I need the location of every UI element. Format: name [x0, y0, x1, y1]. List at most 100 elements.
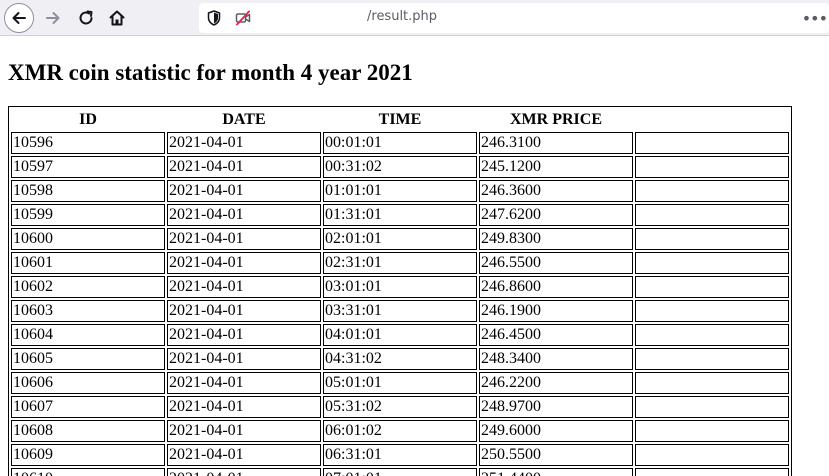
address-bar[interactable]: /result.php •••	[199, 3, 829, 33]
table-row: 10605 2021-04-01 04:31:02 248.3400	[11, 348, 789, 370]
cell-time: 01:01:01	[323, 180, 477, 202]
cell-time: 06:01:02	[323, 420, 477, 442]
cell-xmr-price: 249.8300	[479, 228, 633, 250]
cell-id: 10603	[11, 300, 165, 322]
cell-date: 2021-04-01	[167, 468, 321, 476]
cell-empty	[635, 396, 789, 418]
table-row: 10608 2021-04-01 06:01:02 249.6000	[11, 420, 789, 442]
column-header-time: TIME	[378, 111, 422, 128]
cell-time: 07:01:01	[323, 468, 477, 476]
cell-time: 06:31:01	[323, 444, 477, 466]
column-header-empty	[635, 109, 789, 130]
cell-date: 2021-04-01	[167, 204, 321, 226]
cell-time: 00:01:01	[323, 132, 477, 154]
cell-xmr-price: 246.2200	[479, 372, 633, 394]
table-row: 10602 2021-04-01 03:01:01 246.8600	[11, 276, 789, 298]
cell-time: 02:31:01	[323, 252, 477, 274]
cell-id: 10610	[11, 468, 165, 476]
cell-id: 10601	[11, 252, 165, 274]
cell-xmr-price: 246.4500	[479, 324, 633, 346]
cell-date: 2021-04-01	[167, 276, 321, 298]
cell-date: 2021-04-01	[167, 420, 321, 442]
cell-xmr-price: 247.6200	[479, 204, 633, 226]
cell-empty	[635, 324, 789, 346]
reload-button[interactable]	[71, 3, 101, 33]
cell-date: 2021-04-01	[167, 300, 321, 322]
home-button[interactable]	[102, 3, 132, 33]
cell-time: 02:01:01	[323, 228, 477, 250]
cell-date: 2021-04-01	[167, 180, 321, 202]
cell-empty	[635, 444, 789, 466]
cell-id: 10597	[11, 156, 165, 178]
cell-time: 03:01:01	[323, 276, 477, 298]
column-header-xmr-price: XMR PRICE	[510, 111, 602, 128]
cell-xmr-price: 246.1900	[479, 300, 633, 322]
cell-xmr-price: 245.1200	[479, 156, 633, 178]
cell-empty	[635, 276, 789, 298]
cell-empty	[635, 228, 789, 250]
cell-date: 2021-04-01	[167, 324, 321, 346]
cell-xmr-price: 251.4400	[479, 468, 633, 476]
cell-id: 10607	[11, 396, 165, 418]
cell-empty	[635, 372, 789, 394]
table-row: 10606 2021-04-01 05:01:01 246.2200	[11, 372, 789, 394]
table-row: 10601 2021-04-01 02:31:01 246.5500	[11, 252, 789, 274]
cell-xmr-price: 248.3400	[479, 348, 633, 370]
table-row: 10598 2021-04-01 01:01:01 246.3600	[11, 180, 789, 202]
cell-xmr-price: 246.5500	[479, 252, 633, 274]
cell-id: 10606	[11, 372, 165, 394]
cell-empty	[635, 468, 789, 476]
table-header-row: ID DATE TIME XMR PRICE	[11, 109, 789, 130]
cell-xmr-price: 249.6000	[479, 420, 633, 442]
cell-id: 10598	[11, 180, 165, 202]
cell-xmr-price: 250.5500	[479, 444, 633, 466]
cell-id: 10609	[11, 444, 165, 466]
table-body: 10596 2021-04-01 00:01:01 246.3100 10597 2021…	[11, 132, 789, 476]
cell-empty	[635, 180, 789, 202]
url-text[interactable]: /result.php	[367, 9, 438, 24]
cell-time: 05:31:02	[323, 396, 477, 418]
cell-id: 10599	[11, 204, 165, 226]
cell-time: 05:01:01	[323, 372, 477, 394]
arrow-left-icon	[12, 12, 26, 24]
table-row: 10607 2021-04-01 05:31:02 248.9700	[11, 396, 789, 418]
table-row: 10609 2021-04-01 06:31:01 250.5500	[11, 444, 789, 466]
cell-id: 10596	[11, 132, 165, 154]
camera-blocked-icon[interactable]	[235, 10, 251, 26]
cell-date: 2021-04-01	[167, 228, 321, 250]
cell-date: 2021-04-01	[167, 252, 321, 274]
cell-id: 10600	[11, 228, 165, 250]
cell-empty	[635, 420, 789, 442]
page-title: XMR coin statistic for month 4 year 2021	[8, 60, 413, 85]
cell-time: 04:01:01	[323, 324, 477, 346]
table-row: 10596 2021-04-01 00:01:01 246.3100	[11, 132, 789, 154]
reload-icon	[79, 10, 93, 25]
cell-empty	[635, 132, 789, 154]
table-row: 106102021-04-0107:01:01251.4400	[11, 468, 789, 476]
shield-icon[interactable]	[207, 10, 221, 26]
cell-empty	[635, 348, 789, 370]
cell-xmr-price: 246.8600	[479, 276, 633, 298]
page-actions-menu-icon[interactable]: •••	[801, 9, 828, 28]
arrow-right-icon	[46, 12, 60, 24]
page-content: XMR coin statistic for month 4 year 2021…	[0, 36, 829, 476]
forward-button[interactable]	[38, 3, 68, 33]
cell-date: 2021-04-01	[167, 396, 321, 418]
cell-xmr-price: 246.3600	[479, 180, 633, 202]
table-row: 10603 2021-04-01 03:31:01 246.1900	[11, 300, 789, 322]
browser-toolbar: /result.php •••	[0, 0, 829, 36]
cell-xmr-price: 246.3100	[479, 132, 633, 154]
table-row: 10597 2021-04-01 00:31:02 245.1200	[11, 156, 789, 178]
cell-time: 01:31:01	[323, 204, 477, 226]
cell-time: 03:31:01	[323, 300, 477, 322]
table-row: 10599 2021-04-01 01:31:01 247.6200	[11, 204, 789, 226]
cell-date: 2021-04-01	[167, 348, 321, 370]
cell-id: 10602	[11, 276, 165, 298]
back-button[interactable]	[4, 3, 34, 33]
column-header-id: ID	[79, 111, 97, 128]
cell-id: 10608	[11, 420, 165, 442]
cell-empty	[635, 300, 789, 322]
cell-id: 10605	[11, 348, 165, 370]
column-header-date: DATE	[222, 111, 266, 128]
cell-xmr-price: 248.9700	[479, 396, 633, 418]
